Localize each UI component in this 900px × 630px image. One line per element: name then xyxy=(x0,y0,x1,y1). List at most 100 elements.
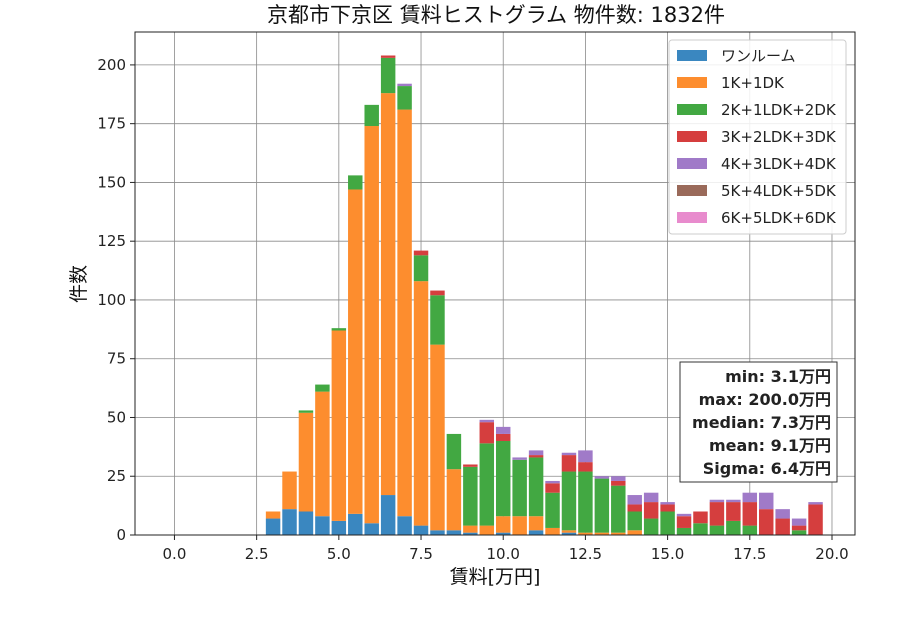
x-tick-label: 0.0 xyxy=(163,545,187,563)
bar-segment-series-1 xyxy=(611,532,626,535)
legend-label: 1K+1DK xyxy=(721,74,785,92)
bar-segment-series-2 xyxy=(594,478,610,533)
bar-segment-series-1 xyxy=(331,330,347,521)
y-axis-title: 件数 xyxy=(68,265,90,303)
bar-segment-series-2 xyxy=(364,104,379,127)
bar-segment-series-2 xyxy=(348,175,363,190)
bar-segment-series-2 xyxy=(561,471,577,531)
legend-label: 4K+3LDK+4DK xyxy=(721,155,837,173)
bar-segment-series-0 xyxy=(413,525,429,535)
bar-segment-series-2 xyxy=(397,86,412,110)
bar-segment-series-4 xyxy=(643,492,659,503)
bar-segment-series-3 xyxy=(578,462,593,472)
bar-segment-series-1 xyxy=(413,281,429,526)
x-tick-label: 5.0 xyxy=(327,545,351,563)
bar-segment-series-0 xyxy=(282,509,297,535)
bar-segment-series-2 xyxy=(495,440,511,517)
bar-segment-series-4 xyxy=(545,480,560,484)
bar-segment-series-3 xyxy=(430,290,445,296)
x-axis-ticks: 0.0 2.5 5.0 7.5 10.0 12.5 15.0 17.5 20.0 xyxy=(163,535,849,563)
bar-segment-series-0 xyxy=(561,532,577,535)
legend-label: 5K+4LDK+5DK xyxy=(721,182,837,200)
y-axis-ticks: 0 25 50 75 100 125 150 175 200 xyxy=(97,56,135,544)
y-tick-label: 50 xyxy=(107,408,126,426)
bar-segment-series-0 xyxy=(380,495,396,535)
bar-segment-series-2 xyxy=(643,518,659,535)
legend-label: 2K+1LDK+2DK xyxy=(721,101,837,119)
bar-segment-series-3 xyxy=(726,502,741,521)
bar-segment-series-3 xyxy=(380,55,396,58)
bar-segment-series-0 xyxy=(528,530,544,535)
bar-segment-series-0 xyxy=(315,516,330,535)
bar-segment-series-4 xyxy=(495,426,511,434)
bar-segment-series-2 xyxy=(315,384,330,392)
x-tick-label: 7.5 xyxy=(409,545,433,563)
bar-segment-series-0 xyxy=(463,532,478,535)
bar-segment-series-4 xyxy=(742,492,758,503)
bar-segment-series-2 xyxy=(528,457,544,517)
y-tick-label: 0 xyxy=(116,526,126,544)
y-tick-label: 125 xyxy=(97,232,126,250)
bar-segment-series-1 xyxy=(315,391,330,517)
bar-segment-series-1 xyxy=(298,412,314,512)
legend-swatch xyxy=(677,104,707,115)
bar-segment-series-4 xyxy=(611,476,626,481)
legend-swatch xyxy=(677,131,707,142)
bar-segment-series-0 xyxy=(446,530,462,535)
bar-segment-series-2 xyxy=(726,520,741,535)
bar-segment-series-2 xyxy=(660,511,675,535)
bar-segment-series-1 xyxy=(380,93,396,496)
bar-segment-series-1 xyxy=(463,525,478,533)
bar-segment-series-2 xyxy=(380,57,396,94)
bar-segment-series-2 xyxy=(627,511,642,531)
bar-segment-series-4 xyxy=(561,452,577,456)
bar-segment-series-3 xyxy=(759,509,774,535)
stats-box: min: 3.1万円 max: 200.0万円 median: 7.3万円 mean:… xyxy=(679,361,838,483)
legend-label: 3K+2LDK+3DK xyxy=(721,128,837,146)
bar-segment-series-3 xyxy=(561,455,577,472)
bar-segment-series-1 xyxy=(446,469,462,531)
chart-title: 京都市下京区 賃料ヒストグラム 物件数: 1832件 xyxy=(267,3,725,27)
bar-segment-series-1 xyxy=(348,189,363,514)
bar-segment-series-3 xyxy=(660,504,675,512)
plot-frame xyxy=(134,31,856,536)
bar-segment-series-3 xyxy=(495,433,511,441)
x-tick-label: 12.5 xyxy=(569,545,602,563)
bar-segment-series-0 xyxy=(495,532,511,535)
legend-swatch xyxy=(677,77,707,88)
bar-segment-series-1 xyxy=(561,530,577,533)
bar-segment-series-4 xyxy=(512,457,527,460)
bar-segment-series-4 xyxy=(759,492,774,510)
y-tick-label: 150 xyxy=(97,173,126,191)
x-tick-label: 17.5 xyxy=(733,545,766,563)
stats-line: mean: 9.1万円 xyxy=(709,436,831,455)
bar-segment-series-2 xyxy=(413,255,429,282)
bar-segment-series-0 xyxy=(430,530,445,535)
legend-swatch xyxy=(677,212,707,223)
y-tick-label: 75 xyxy=(107,350,126,368)
bar-segment-series-4 xyxy=(676,513,692,517)
bar-segment-series-2 xyxy=(693,523,708,535)
bar-segment-series-2 xyxy=(545,492,560,528)
histogram-bars xyxy=(265,55,823,535)
bar-segment-series-2 xyxy=(479,443,495,526)
bar-segment-series-2 xyxy=(331,328,347,331)
x-axis-title: 賃料[万円] xyxy=(450,566,541,588)
bar-segment-series-1 xyxy=(397,109,412,517)
bar-segment-series-1 xyxy=(512,516,527,535)
bar-segment-series-3 xyxy=(463,464,478,467)
bar-segment-series-0 xyxy=(397,516,412,535)
bar-segment-series-4 xyxy=(528,450,544,456)
legend-label: 6K+5LDK+6DK xyxy=(721,209,837,227)
bar-segment-series-2 xyxy=(611,485,626,533)
bar-segment-series-1 xyxy=(265,511,281,519)
legend-label: ワンルーム xyxy=(721,47,796,65)
bar-segment-series-3 xyxy=(808,504,823,535)
bar-segment-series-2 xyxy=(446,433,462,470)
bar-segment-series-4 xyxy=(791,518,807,526)
bar-segment-series-1 xyxy=(495,516,511,533)
bar-segment-series-1 xyxy=(594,532,610,535)
bar-segment-series-3 xyxy=(676,516,692,528)
bar-segment-series-2 xyxy=(578,471,593,533)
